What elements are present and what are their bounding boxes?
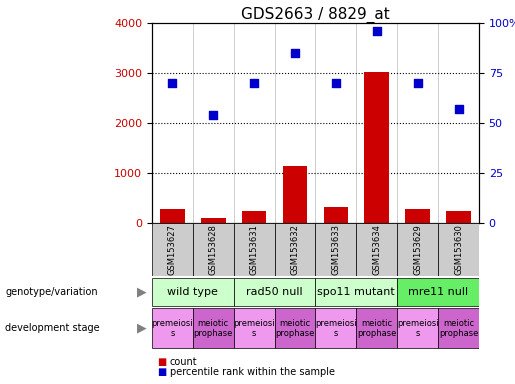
Bar <box>152 308 193 348</box>
Bar <box>356 308 397 348</box>
Bar <box>438 223 479 276</box>
Text: GSM153634: GSM153634 <box>372 224 381 275</box>
Text: meiotic
prophase: meiotic prophase <box>357 319 397 338</box>
Bar <box>446 211 471 223</box>
Text: ▶: ▶ <box>137 322 147 335</box>
Text: GSM153629: GSM153629 <box>413 224 422 275</box>
Text: meiotic
prophase: meiotic prophase <box>439 319 478 338</box>
Text: spo11 mutant: spo11 mutant <box>317 287 395 297</box>
Bar <box>283 166 307 223</box>
Point <box>291 50 299 56</box>
Bar <box>152 278 234 306</box>
Bar <box>365 72 389 223</box>
Text: GSM153633: GSM153633 <box>331 224 340 275</box>
Text: count: count <box>170 357 198 367</box>
Text: meiotic
prophase: meiotic prophase <box>194 319 233 338</box>
Text: mre11 null: mre11 null <box>408 287 468 297</box>
Bar <box>193 308 234 348</box>
Bar <box>274 308 315 348</box>
Bar <box>160 209 184 223</box>
Text: GSM153631: GSM153631 <box>250 224 259 275</box>
Bar <box>234 308 274 348</box>
Bar <box>234 223 274 276</box>
Bar <box>397 308 438 348</box>
Bar <box>438 308 479 348</box>
Text: meiotic
prophase: meiotic prophase <box>276 319 315 338</box>
Bar <box>315 308 356 348</box>
Text: genotype/variation: genotype/variation <box>5 287 98 297</box>
Bar <box>323 207 348 223</box>
Bar <box>201 218 226 223</box>
Text: GSM153627: GSM153627 <box>168 224 177 275</box>
Title: GDS2663 / 8829_at: GDS2663 / 8829_at <box>241 7 390 23</box>
Text: premeiosi
s: premeiosi s <box>315 319 357 338</box>
Text: premeiosi
s: premeiosi s <box>233 319 275 338</box>
Point <box>209 112 217 118</box>
Text: percentile rank within the sample: percentile rank within the sample <box>170 367 335 377</box>
Bar <box>397 223 438 276</box>
Point <box>250 80 258 86</box>
Bar <box>234 278 315 306</box>
Text: ■: ■ <box>157 367 166 377</box>
Bar <box>356 223 397 276</box>
Text: rad50 null: rad50 null <box>246 287 303 297</box>
Point <box>414 80 422 86</box>
Text: ■: ■ <box>157 357 166 367</box>
Point <box>168 80 177 86</box>
Point <box>332 80 340 86</box>
Bar <box>315 223 356 276</box>
Text: ▶: ▶ <box>137 285 147 298</box>
Point <box>373 28 381 34</box>
Text: development stage: development stage <box>5 323 100 333</box>
Bar <box>242 211 266 223</box>
Bar <box>193 223 234 276</box>
Bar <box>274 223 315 276</box>
Bar <box>152 223 193 276</box>
Text: premeiosi
s: premeiosi s <box>151 319 193 338</box>
Bar <box>315 278 397 306</box>
Bar <box>397 278 479 306</box>
Text: GSM153628: GSM153628 <box>209 224 218 275</box>
Bar <box>405 209 430 223</box>
Text: GSM153630: GSM153630 <box>454 224 463 275</box>
Text: GSM153632: GSM153632 <box>290 224 300 275</box>
Text: wild type: wild type <box>167 287 218 297</box>
Text: premeiosi
s: premeiosi s <box>397 319 438 338</box>
Point <box>454 106 462 112</box>
